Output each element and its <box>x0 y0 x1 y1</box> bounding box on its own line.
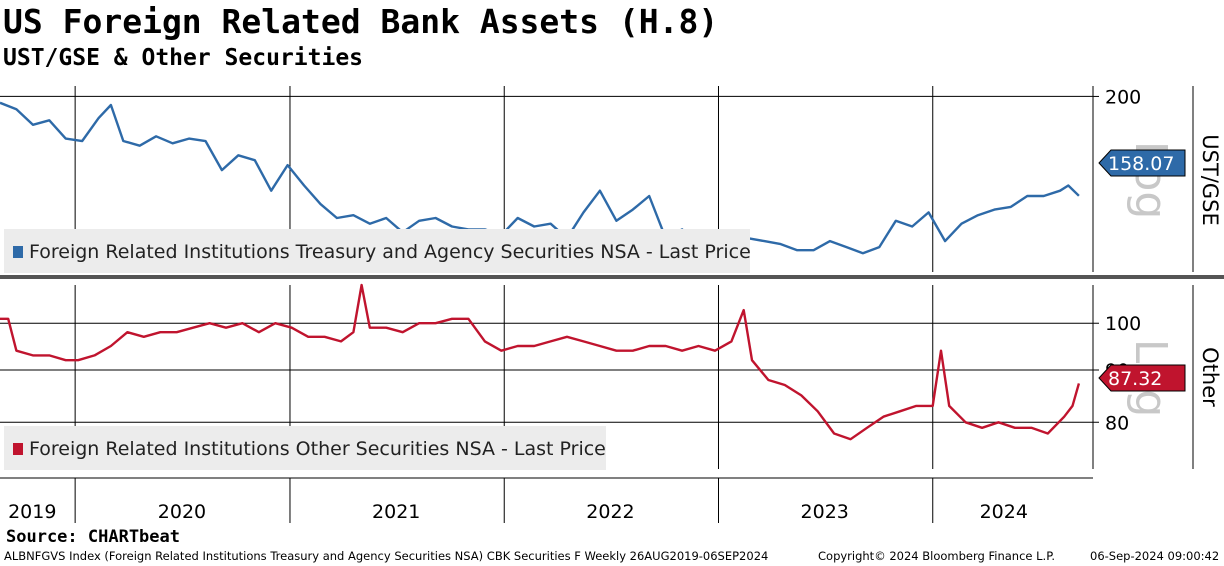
x-tick-label: 2021 <box>372 501 420 523</box>
bottom-ytick-label: 80 <box>1105 412 1129 434</box>
x-tick-label: 2020 <box>158 501 206 523</box>
top-ytick-label: 200 <box>1105 86 1141 108</box>
top-legend-swatch <box>13 246 23 258</box>
x-tick-label: 2024 <box>980 501 1028 523</box>
bottom-ytick-label: 100 <box>1105 313 1141 335</box>
top-last-value-tag <box>1098 149 1186 177</box>
chart-subtitle: UST/GSE & Other Securities <box>3 45 364 71</box>
x-tick-label: 2022 <box>586 501 634 523</box>
x-tick-label: 2019 <box>8 501 56 523</box>
footer-ticker-info: ALBNFGVS Index (Foreign Related Institut… <box>4 549 769 563</box>
top-series-line <box>0 101 1080 255</box>
chart-title: US Foreign Related Bank Assets (H.8) <box>3 2 719 41</box>
footer-timestamp: 06-Sep-2024 09:00:42 <box>1090 549 1220 563</box>
bottom-legend-box <box>4 426 606 470</box>
bottom-last-value-label: 87.32 <box>1108 368 1162 390</box>
top-last-value-label: 158.07 <box>1108 153 1174 175</box>
x-tick-label: 2023 <box>801 501 849 523</box>
panel-separator <box>0 275 1224 279</box>
bottom-legend-label: Foreign Related Institutions Other Secur… <box>29 438 606 460</box>
bottom-legend-swatch <box>13 443 23 455</box>
top-axis-label: UST/GSE <box>1198 134 1222 225</box>
top-legend-box <box>4 229 750 273</box>
top-legend-label: Foreign Related Institutions Treasury an… <box>29 241 751 263</box>
source-note: Source: CHARTbeat <box>6 527 180 547</box>
bottom-axis-label: Other <box>1198 347 1222 407</box>
bottom-last-value-tag <box>1098 364 1186 392</box>
bottom-series-line <box>0 283 1081 441</box>
footer-copyright: Copyright© 2024 Bloomberg Finance L.P. <box>818 549 1055 563</box>
